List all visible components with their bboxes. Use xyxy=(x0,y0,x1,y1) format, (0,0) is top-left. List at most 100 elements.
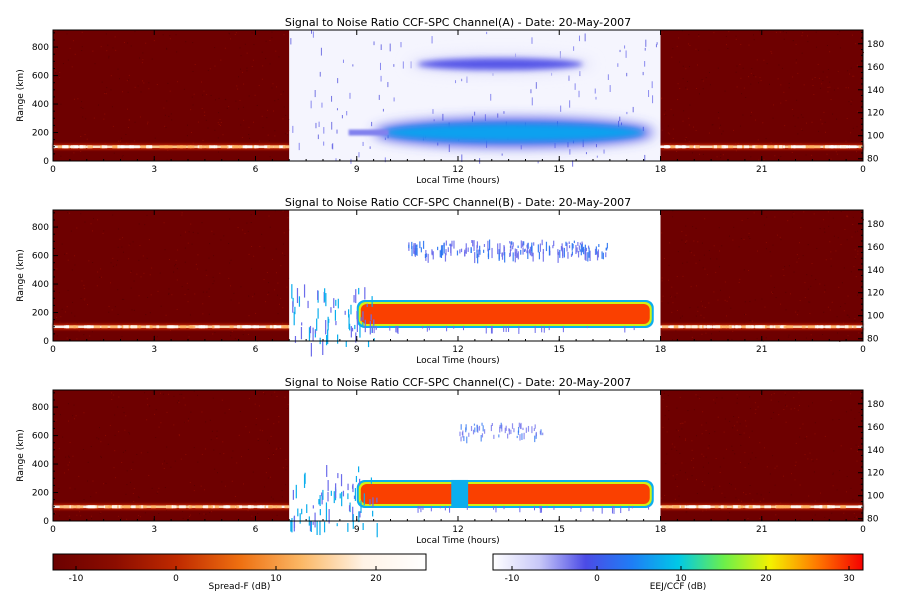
speckle xyxy=(173,271,175,273)
speckle xyxy=(134,121,136,123)
speckle xyxy=(158,513,160,515)
upper-echo-streak xyxy=(439,250,441,258)
speckle xyxy=(99,427,101,429)
speckle xyxy=(800,390,802,392)
speckle xyxy=(696,64,698,66)
upper-echo-streak xyxy=(520,249,522,255)
night-echo-fleck xyxy=(88,505,91,509)
speckle xyxy=(750,458,752,460)
speckle xyxy=(248,398,250,400)
speckle xyxy=(708,132,710,134)
speckle xyxy=(681,462,683,464)
layer-underside xyxy=(601,505,603,514)
speckle xyxy=(662,398,664,400)
speckle xyxy=(259,429,261,431)
speckle xyxy=(662,295,664,297)
speckle xyxy=(768,83,770,85)
speckle xyxy=(691,152,693,154)
night-echo-fleck xyxy=(682,145,687,149)
speckle xyxy=(802,255,804,257)
panel-title: Signal to Noise Ratio CCF-SPC Channel(A)… xyxy=(285,16,631,29)
speckle xyxy=(693,240,695,242)
y-tick-label: 600 xyxy=(32,252,49,262)
upper-echo-streak xyxy=(602,252,604,260)
speckle xyxy=(272,452,274,454)
speckle xyxy=(219,118,221,120)
night-echo-fleck xyxy=(793,145,801,149)
plume-streak xyxy=(359,511,361,518)
speckle xyxy=(267,294,269,296)
speckle xyxy=(822,71,824,73)
speckle xyxy=(87,461,89,463)
speckle xyxy=(785,421,787,423)
speckle xyxy=(152,391,154,393)
speckle xyxy=(275,248,277,250)
speckle xyxy=(66,322,68,324)
night-echo-fleck xyxy=(199,325,203,329)
day-speckle xyxy=(384,157,386,163)
night-echo-fleck xyxy=(703,325,706,329)
y-tick-label: 200 xyxy=(32,309,49,319)
speckle xyxy=(168,293,170,295)
speckle xyxy=(205,421,207,423)
speckle xyxy=(80,150,82,152)
speckle xyxy=(93,218,95,220)
upper-echo-streak xyxy=(581,241,583,245)
speckle xyxy=(676,407,678,409)
speckle xyxy=(287,217,289,219)
plume-streak xyxy=(292,489,294,500)
night-echo-fleck xyxy=(680,505,685,509)
speckle xyxy=(69,441,71,443)
upper-echo-streak xyxy=(526,243,529,254)
speckle xyxy=(747,218,749,220)
speckle xyxy=(765,248,767,250)
night-echo-fleck xyxy=(673,505,680,509)
upper-echo-streak xyxy=(576,247,578,253)
day-speckle xyxy=(484,114,486,121)
speckle xyxy=(717,299,719,301)
speckle xyxy=(229,38,231,40)
night-echo-fleck xyxy=(848,145,857,149)
speckle xyxy=(672,128,674,130)
plume-streak xyxy=(360,500,362,513)
speckle xyxy=(671,286,673,288)
speckle xyxy=(720,289,722,291)
speckle xyxy=(224,412,226,414)
night-echo-fleck xyxy=(770,145,773,149)
upper-echo-streak xyxy=(478,249,480,258)
speckle xyxy=(72,40,74,42)
speckle xyxy=(750,83,752,85)
speckle xyxy=(96,437,98,439)
speckle xyxy=(704,268,706,270)
plume-streak xyxy=(308,327,311,341)
y-axis-label: Range (km) xyxy=(16,429,26,481)
speckle xyxy=(813,93,815,95)
speckle xyxy=(780,303,782,305)
upper-echo-streak xyxy=(432,251,434,260)
speckle xyxy=(758,159,760,161)
speckle xyxy=(83,284,85,286)
speckle xyxy=(140,452,142,454)
speckle xyxy=(271,37,273,39)
speckle xyxy=(747,518,749,520)
speckle xyxy=(666,406,668,408)
plume-streak xyxy=(321,495,323,505)
speckle xyxy=(861,302,863,304)
night-echo-fleck xyxy=(689,145,694,149)
speckle xyxy=(271,394,273,396)
speckle xyxy=(774,216,776,218)
day-speckle xyxy=(323,127,325,134)
speckle xyxy=(194,293,196,295)
x-tick-label: 0 xyxy=(50,165,56,175)
plume-streak xyxy=(322,489,324,500)
speckle xyxy=(819,228,821,230)
plume-streak xyxy=(350,326,352,338)
speckle xyxy=(119,238,121,240)
speckle xyxy=(111,398,113,400)
speckle xyxy=(839,469,841,471)
speckle xyxy=(846,239,848,241)
speckle xyxy=(682,65,684,67)
plume-streak xyxy=(366,303,368,307)
night-echo-fleck xyxy=(282,145,291,149)
speckle xyxy=(201,453,203,455)
